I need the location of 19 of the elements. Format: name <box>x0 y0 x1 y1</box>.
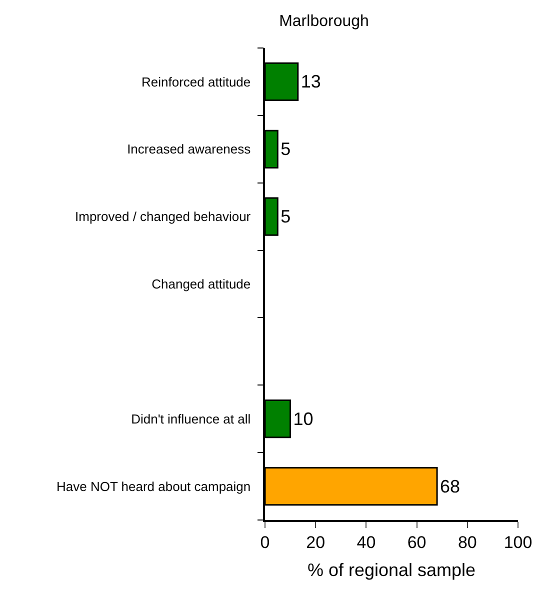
data-label: 13 <box>300 72 321 92</box>
x-tick-label: 0 <box>260 533 270 552</box>
x-tick-label: 100 <box>504 533 532 552</box>
x-tick-label: 60 <box>407 533 426 552</box>
y-tick-label: Changed attitude <box>152 276 251 292</box>
y-tick-label: Improved / changed behaviour <box>75 209 252 224</box>
data-label: 5 <box>280 139 291 160</box>
x-tick-label: 20 <box>306 533 326 552</box>
data-label: 68 <box>440 476 460 496</box>
x-tick-label: 40 <box>356 533 376 552</box>
y-tick-label: Reinforced attitude <box>142 74 251 90</box>
y-tick-label: Didn't influence at all <box>131 411 251 426</box>
y-tick-label: Increased awareness <box>127 142 252 157</box>
y-tick-label: Have NOT heard about campaign <box>56 478 251 494</box>
chart-title: Marlborough <box>279 13 369 30</box>
x-tick-label: 80 <box>458 533 477 552</box>
data-label: 5 <box>280 206 291 227</box>
x-axis-title: % of regional sample <box>307 560 476 580</box>
data-label: 10 <box>293 408 314 429</box>
